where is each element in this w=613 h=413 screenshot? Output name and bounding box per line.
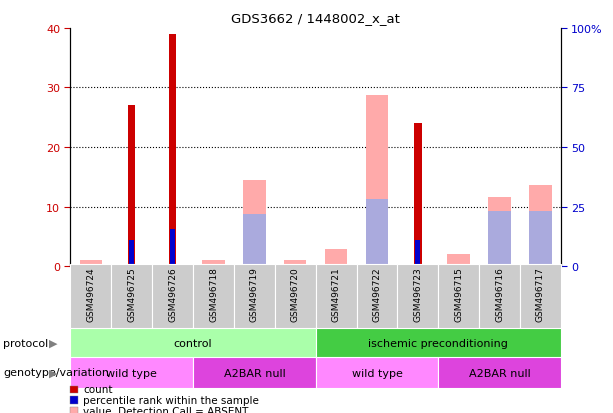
Text: value, Detection Call = ABSENT: value, Detection Call = ABSENT xyxy=(83,406,249,413)
Text: GSM496726: GSM496726 xyxy=(168,266,177,321)
Text: GSM496720: GSM496720 xyxy=(291,266,300,321)
Bar xyxy=(202,261,225,266)
Bar xyxy=(243,181,265,266)
Bar xyxy=(80,261,102,266)
Text: percentile rank within the sample: percentile rank within the sample xyxy=(83,395,259,405)
Bar xyxy=(70,328,316,357)
Bar xyxy=(128,106,135,266)
Text: count: count xyxy=(83,385,113,394)
Bar xyxy=(447,254,470,266)
Bar xyxy=(70,264,112,328)
Text: GSM496721: GSM496721 xyxy=(332,266,341,321)
Bar xyxy=(193,264,234,328)
Text: ▶: ▶ xyxy=(48,368,57,377)
Bar xyxy=(129,240,134,266)
Text: control: control xyxy=(173,338,213,348)
Bar xyxy=(284,261,306,266)
Bar xyxy=(316,357,438,388)
Text: wild type: wild type xyxy=(352,368,402,378)
Bar xyxy=(414,124,422,266)
Bar xyxy=(529,186,552,266)
Bar xyxy=(489,197,511,266)
Bar xyxy=(170,230,175,266)
Bar xyxy=(316,264,357,328)
Bar xyxy=(438,357,561,388)
Bar xyxy=(520,264,561,328)
Text: GSM496725: GSM496725 xyxy=(128,266,136,321)
Bar xyxy=(529,212,552,266)
Text: A2BAR null: A2BAR null xyxy=(469,368,530,378)
Bar xyxy=(169,35,177,266)
Bar xyxy=(234,264,275,328)
Bar xyxy=(366,200,388,266)
Text: protocol: protocol xyxy=(3,338,48,348)
Bar xyxy=(193,357,316,388)
Bar xyxy=(243,214,265,266)
Bar xyxy=(316,328,561,357)
Bar xyxy=(152,264,193,328)
Text: GSM496717: GSM496717 xyxy=(536,266,545,321)
Text: wild type: wild type xyxy=(107,368,157,378)
Bar xyxy=(489,212,511,266)
Bar xyxy=(325,250,348,266)
Text: A2BAR null: A2BAR null xyxy=(224,368,285,378)
Text: ▶: ▶ xyxy=(48,338,57,348)
Bar xyxy=(397,264,438,328)
Text: GSM496716: GSM496716 xyxy=(495,266,504,321)
Bar xyxy=(275,264,316,328)
Bar xyxy=(112,264,152,328)
Text: GSM496719: GSM496719 xyxy=(250,266,259,321)
Bar xyxy=(366,95,388,266)
Text: GSM496722: GSM496722 xyxy=(373,266,381,321)
Text: GSM496718: GSM496718 xyxy=(209,266,218,321)
Text: GSM496724: GSM496724 xyxy=(86,266,96,321)
Text: ischemic preconditioning: ischemic preconditioning xyxy=(368,338,508,348)
Bar xyxy=(416,240,421,266)
Text: GSM496723: GSM496723 xyxy=(413,266,422,321)
Bar xyxy=(357,264,397,328)
Bar xyxy=(479,264,520,328)
Text: genotype/variation: genotype/variation xyxy=(3,368,109,377)
Bar xyxy=(438,264,479,328)
Text: GSM496715: GSM496715 xyxy=(454,266,463,321)
Bar xyxy=(70,357,193,388)
Title: GDS3662 / 1448002_x_at: GDS3662 / 1448002_x_at xyxy=(231,12,400,25)
